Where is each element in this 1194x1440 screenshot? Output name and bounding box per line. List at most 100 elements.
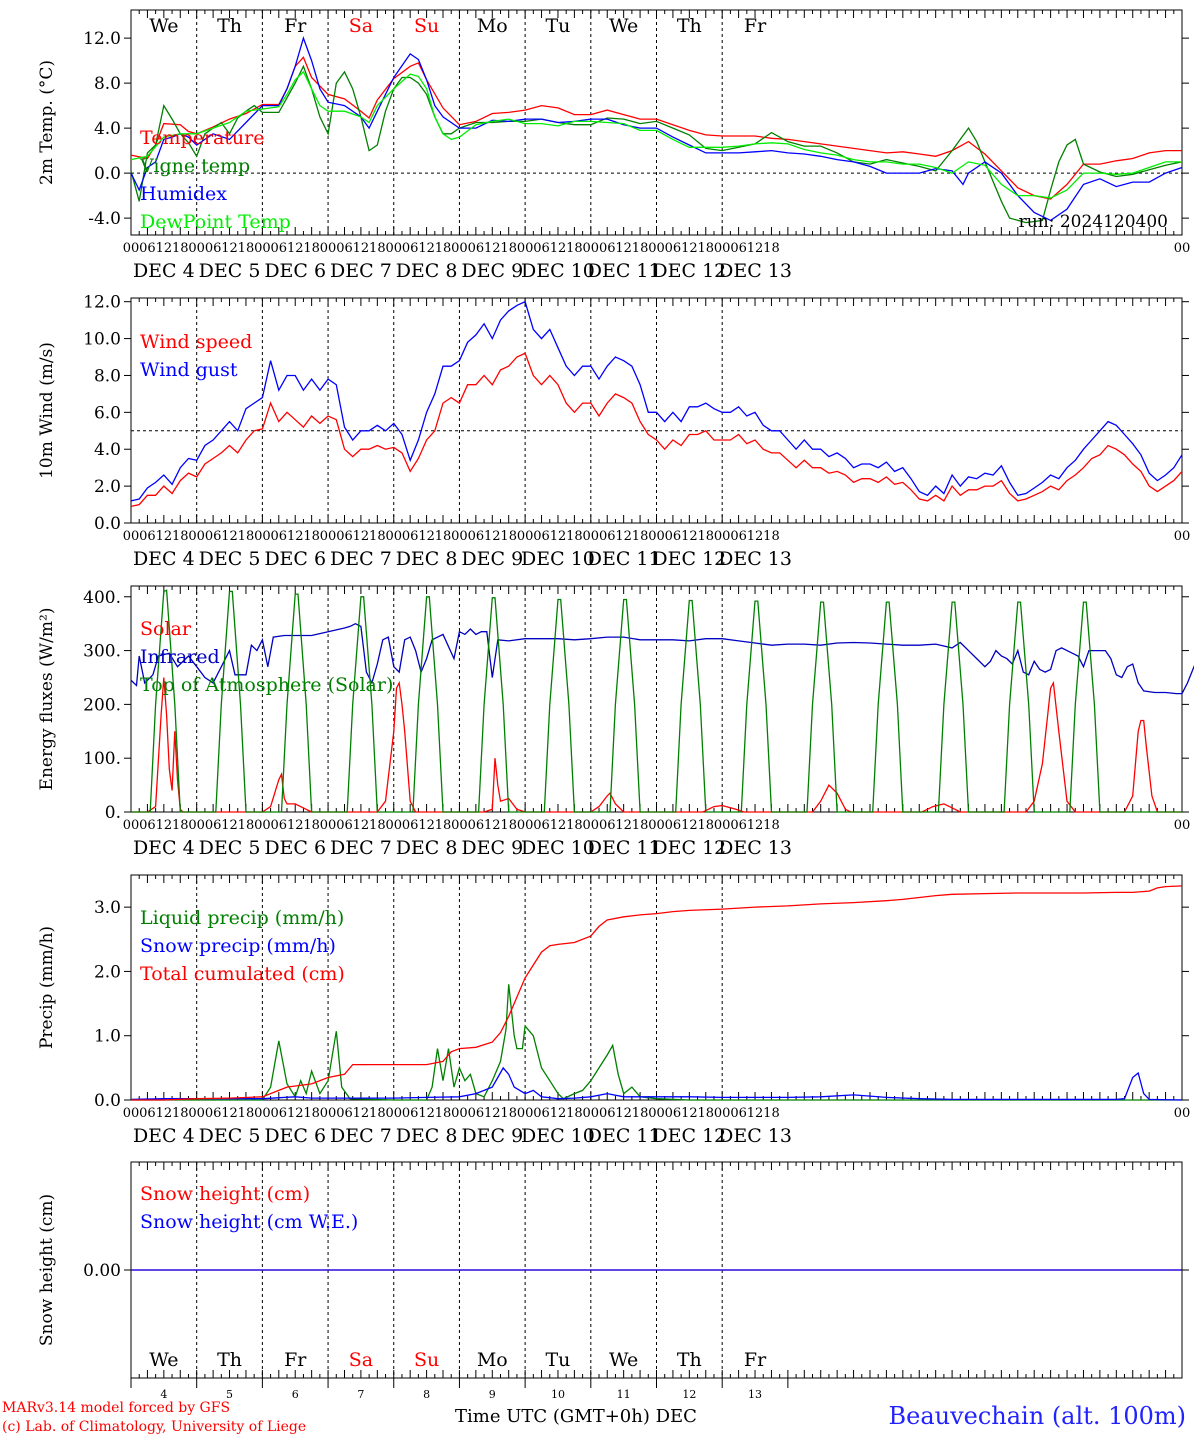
day-number: 11 [617,1388,631,1401]
hour-label: 06 [271,529,288,544]
y-tick-label: 4.0 [94,440,121,460]
hour-label: 06 [468,241,485,256]
weekday-label-bottom: Th [217,1349,242,1371]
hour-label: 18 [369,818,386,833]
chart-panel-5: 0.00 Snow height (cm) Snow height (cm) Snow… [37,1161,1189,1379]
hour-label: 00 [188,1106,205,1121]
hour-label: 18 [500,241,517,256]
hour-label: 00 [254,241,271,256]
hour-label: 18 [369,241,386,256]
hour-label: 06 [402,818,419,833]
date-label: DEC 11 [587,1125,661,1147]
hour-label: 06 [336,529,353,544]
hour-label: 06 [599,529,616,544]
bottom-day-axis: 4 5 6 7 8 9 10 11 12 13 [130,1378,789,1401]
meteogram-panels: -4.0 0.0 4.0 8.0 12.0 2m Temp. (°C) Temperatur… [37,9,1194,1379]
hour-label: 00 [451,529,468,544]
hour-label: 18 [566,1106,583,1121]
chart-panel-1: -4.0 0.0 4.0 8.0 12.0 2m Temp. (°C) Temperatur… [37,9,1191,282]
hour-label: 06 [533,818,550,833]
hour-label: 06 [271,1106,288,1121]
weekday-label: Tu [546,15,571,37]
plot-frame [130,9,1183,236]
hour-label: 00 [320,529,337,544]
hour-label-end: 00 [1174,529,1191,544]
hour-label: 12 [747,529,764,544]
date-label: DEC 6 [264,1125,326,1147]
hour-label: 12 [221,818,238,833]
y-tick-label: 4.0 [94,119,121,139]
hour-label: 12 [550,1106,567,1121]
date-label: DEC 13 [718,260,792,282]
legend-entry: Solar [140,618,192,640]
hour-label: 18 [369,529,386,544]
hour-label: 12 [156,818,173,833]
hour-label: 12 [221,241,238,256]
hour-label: 06 [205,241,222,256]
hour-label: 06 [139,1106,156,1121]
hour-label: 06 [468,818,485,833]
y-tick-label: 0.0 [94,514,121,534]
hour-label: 18 [500,1106,517,1121]
hour-label: 18 [238,241,255,256]
x-axis-label: Time UTC (GMT+0h) DEC [455,1406,697,1427]
hour-label: 18 [172,818,189,833]
hour-label: 12 [418,529,435,544]
hour-label: 12 [615,1106,632,1121]
model-line: MARv3.14 model forced by GFS [2,1400,231,1416]
hour-label: 06 [665,1106,682,1121]
date-label: DEC 12 [652,548,726,570]
date-label: DEC 13 [718,1125,792,1147]
hour-label: 06 [205,529,222,544]
hour-label: 18 [763,529,780,544]
hour-label: 06 [271,818,288,833]
hour-label: 00 [254,1106,271,1121]
hour-label: 12 [484,818,501,833]
hour-label: 06 [336,818,353,833]
y-axis-label: 10m Wind (m/s) [37,342,57,479]
hour-label: 00 [517,1106,534,1121]
x-axis-month: DEC [655,1406,697,1427]
hour-label: 00 [714,241,731,256]
legend-entry: Total cumulated (cm) [140,963,345,985]
hour-label: 06 [336,241,353,256]
date-label: DEC 5 [199,260,261,282]
date-label: DEC 9 [461,1125,523,1147]
hour-label: 00 [385,241,402,256]
hour-label: 18 [369,1106,386,1121]
y-tick-label: 0.0 [94,1091,121,1111]
series-line-3-3 [131,589,1182,813]
day-number: 4 [160,1388,167,1401]
date-label: DEC 11 [587,837,661,859]
y-tick-label: 8.0 [94,74,121,94]
series-line-4-2 [130,1066,1183,1101]
date-label: DEC 5 [199,548,261,570]
weekday-label-bottom: Tu [546,1349,571,1371]
legend-entry: Vigne temp [139,155,250,177]
hour-label: 18 [500,818,517,833]
date-label: DEC 12 [652,260,726,282]
hour-label: 06 [665,529,682,544]
weekday-label-bottom: We [609,1349,638,1371]
hour-label: 12 [615,529,632,544]
hour-label-end: 00 [1174,241,1191,256]
date-label: DEC 12 [652,837,726,859]
hour-label: 18 [303,529,320,544]
weekday-label: Fr [284,15,307,37]
legend-entry: Snow precip (mm/h) [140,935,336,957]
hour-label: 18 [435,1106,452,1121]
weekday-label: Su [414,15,439,37]
date-label: DEC 13 [718,837,792,859]
hour-label: 06 [665,818,682,833]
hour-label: 12 [747,241,764,256]
hour-label: 00 [320,241,337,256]
hour-label: 06 [402,1106,419,1121]
hour-label: 18 [303,818,320,833]
date-label: DEC 5 [199,837,261,859]
date-label: DEC 10 [521,1125,595,1147]
y-axis-label: 2m Temp. (°C) [37,60,57,185]
series-line-2-1 [130,352,1183,508]
hour-label: 12 [418,1106,435,1121]
hour-label: 12 [221,529,238,544]
date-label: DEC 7 [330,260,392,282]
